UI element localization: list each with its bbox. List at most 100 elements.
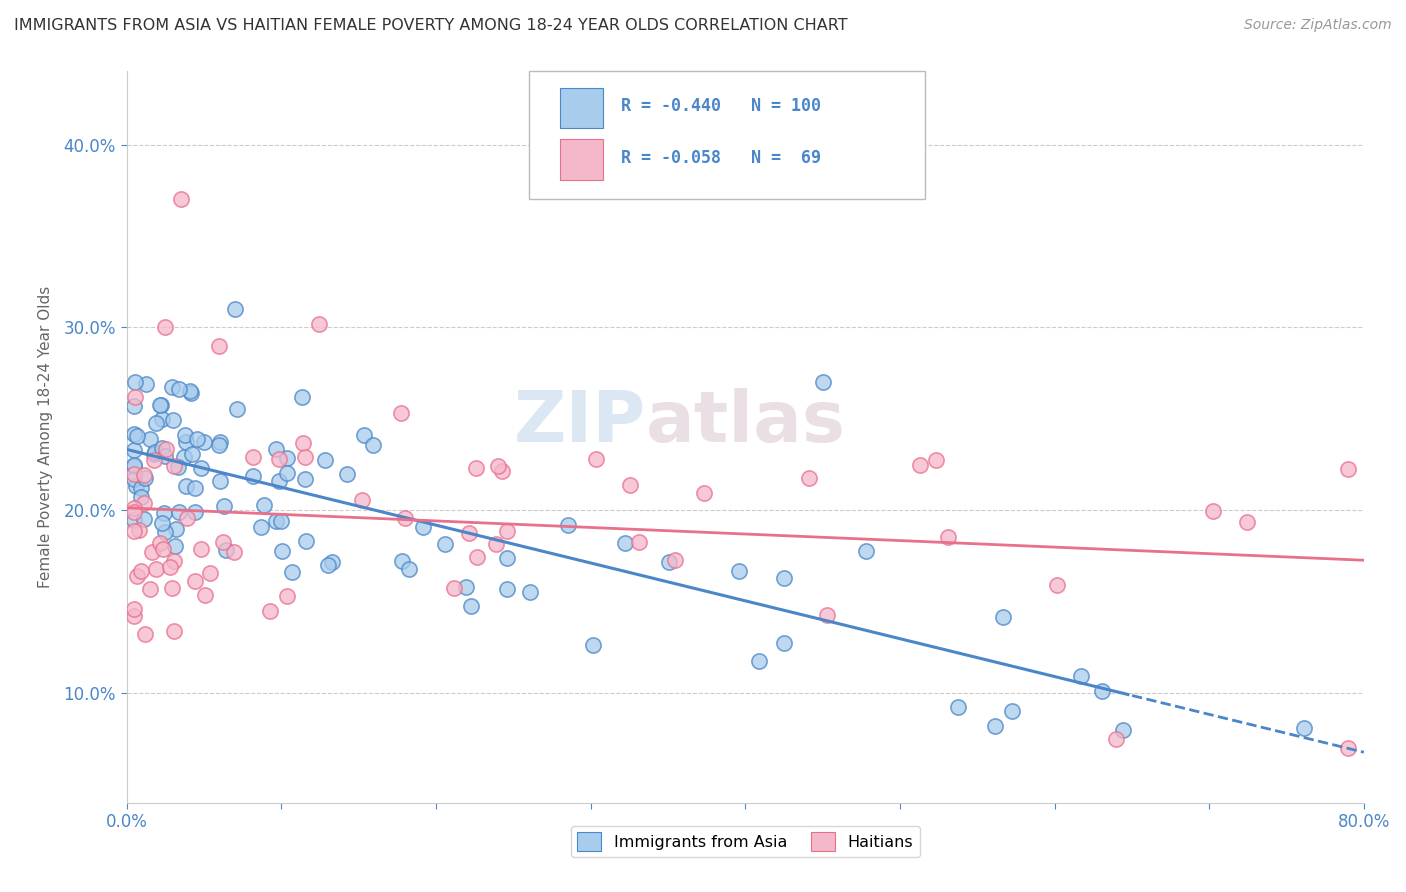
Point [184,481,207,495]
Point [264,442,287,456]
Point [457,525,479,540]
Point [139,433,162,447]
Point [212,534,235,549]
Point [124,505,146,519]
Point [150,412,173,426]
Point [748,655,770,669]
Point [134,471,156,485]
Point [190,541,212,556]
Point [1070,668,1092,682]
Point [693,486,716,500]
Point [269,474,291,488]
Point [128,524,150,538]
Point [150,442,173,456]
Point [167,383,190,397]
Point [132,511,155,525]
Point [350,493,373,508]
Point [145,417,167,431]
Point [139,582,162,597]
Point [155,449,177,463]
Point [194,588,217,602]
Point [456,580,478,594]
Point [619,478,641,492]
Point [291,390,314,404]
Point [208,474,231,488]
Point [184,574,207,588]
Point [991,610,1014,624]
Point [925,453,948,467]
Point [264,514,287,528]
Point [519,584,541,599]
Point [198,566,221,580]
Point [1105,731,1128,746]
Point [557,518,579,533]
Point [143,445,166,459]
Point [150,516,173,531]
Point [292,436,315,450]
Point [180,386,202,401]
Point [167,505,190,519]
Point [124,390,146,404]
Point [209,435,232,450]
Point [1091,684,1114,698]
Point [811,375,834,389]
Point [224,544,246,558]
Point [176,511,198,525]
Point [141,544,163,558]
Point [412,520,434,534]
Point [797,471,820,485]
Point [162,412,184,426]
Point [658,555,681,569]
Point [316,558,339,572]
Point [124,427,146,442]
Point [226,402,249,417]
Point [124,602,146,616]
Point [582,639,605,653]
Point [259,604,281,618]
Text: R = -0.058   N =  69: R = -0.058 N = 69 [621,149,821,167]
Point [163,459,186,474]
Point [212,499,235,513]
Point [1292,722,1315,736]
Point [174,478,197,492]
Text: IMMIGRANTS FROM ASIA VS HAITIAN FEMALE POVERTY AMONG 18-24 YEAR OLDS CORRELATION: IMMIGRANTS FROM ASIA VS HAITIAN FEMALE P… [14,18,848,33]
Point [314,453,336,467]
Point [433,537,456,551]
Point [134,496,156,510]
Point [149,398,172,412]
Point [124,443,146,458]
Point [984,719,1007,733]
Point [174,428,197,442]
Text: R = -0.440   N = 100: R = -0.440 N = 100 [621,97,821,115]
Point [173,450,195,464]
Point [186,432,208,446]
Point [294,534,316,549]
Point [242,450,264,464]
Point [908,458,931,473]
Point [134,627,156,641]
Point [127,429,149,443]
Point [149,536,172,550]
Point [353,427,375,442]
Point [394,511,416,525]
Point [242,469,264,483]
Point [495,524,517,538]
Point [948,700,970,714]
Text: ZIP: ZIP [515,388,647,457]
Point [294,471,316,485]
Point [124,609,146,624]
Point [124,472,146,486]
Bar [560,88,603,128]
Point [496,550,519,565]
Point [308,318,330,332]
Point [131,564,153,578]
Point [179,384,201,398]
Point [1001,704,1024,718]
Point [728,564,751,578]
Point [270,543,292,558]
Point [1046,578,1069,592]
Point [465,460,488,475]
Point [269,452,291,467]
Point [165,539,187,553]
Point [160,380,183,394]
